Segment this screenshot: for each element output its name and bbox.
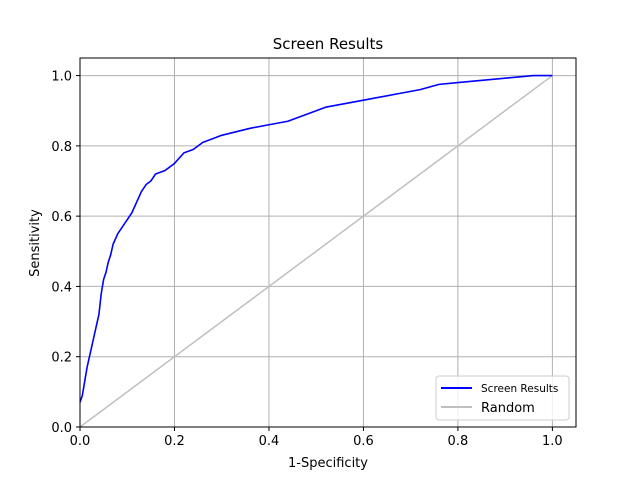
roc-curve-screen-results — [79, 74, 553, 403]
y-tick-label: 0.6 — [51, 210, 72, 225]
x-tick-label: 0.8 — [448, 434, 469, 449]
y-axis-label: Sensitivity — [28, 209, 43, 277]
y-tick-label: 0.4 — [51, 280, 72, 295]
y-tick-label: 0.0 — [51, 421, 72, 436]
legend-label-random: Random — [481, 401, 535, 416]
chart-title: Screen Results — [273, 35, 384, 53]
y-tick-label: 1.0 — [51, 70, 72, 85]
random-baseline-line — [79, 74, 553, 428]
ticks: 0.0 0.2 0.4 0.6 0.8 1.0 0.0 0.2 0.4 0.6 0.8 1.0 — [51, 70, 562, 449]
x-tick-label: 0.6 — [353, 434, 374, 449]
x-tick-label: 0.2 — [164, 434, 185, 449]
legend: Screen Results Random — [435, 375, 570, 421]
x-tick-label: 0.0 — [70, 434, 91, 449]
x-axis-label: 1-Specificity — [288, 456, 368, 471]
y-tick-label: 0.8 — [51, 140, 72, 155]
plot-frame — [79, 57, 577, 428]
x-tick-label: 1.0 — [542, 434, 563, 449]
series-layer — [79, 74, 553, 428]
x-tick-label: 0.4 — [259, 434, 280, 449]
y-tick-label: 0.2 — [51, 351, 72, 366]
legend-label-screen-results: Screen Results — [481, 383, 558, 395]
